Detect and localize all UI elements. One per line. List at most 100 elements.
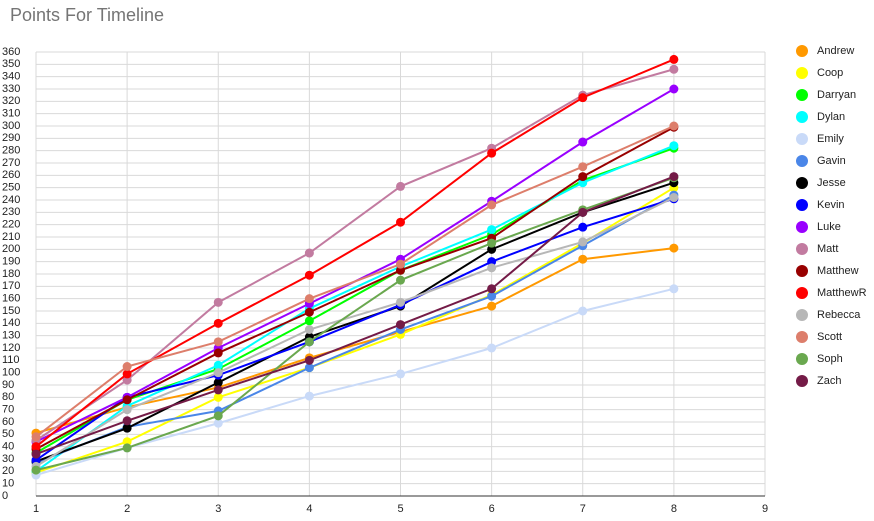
x-tick-label: 2 <box>124 503 130 515</box>
data-point <box>487 291 497 301</box>
legend-label: MatthewR <box>817 287 867 299</box>
legend-swatch <box>796 265 808 277</box>
legend-swatch <box>796 375 808 387</box>
data-point <box>304 307 314 317</box>
data-point <box>669 64 679 74</box>
y-tick-label: 150 <box>2 305 20 317</box>
data-point <box>669 243 679 253</box>
data-point <box>487 238 497 248</box>
data-point <box>669 121 679 131</box>
data-point <box>304 355 314 365</box>
data-point <box>487 257 497 267</box>
data-point <box>31 442 41 452</box>
data-point <box>122 395 132 405</box>
data-point <box>213 411 223 421</box>
y-tick-label: 30 <box>2 453 14 465</box>
data-point <box>31 449 41 459</box>
series-line <box>35 247 674 435</box>
legend-label: Zach <box>817 375 841 387</box>
series-line <box>35 144 675 473</box>
y-tick-label: 60 <box>2 416 14 428</box>
data-point <box>396 297 405 307</box>
legend-label: Emily <box>817 133 844 145</box>
legend-swatch <box>796 111 808 123</box>
data-point <box>669 284 679 294</box>
legend-label: Kevin <box>817 199 845 211</box>
data-point <box>31 432 41 442</box>
legend-label: Darryan <box>817 89 856 101</box>
legend-swatch <box>796 177 808 189</box>
series <box>31 54 679 452</box>
series-line <box>35 181 675 463</box>
y-tick-label: 340 <box>2 71 20 83</box>
legend-swatch <box>796 133 808 145</box>
data-point <box>213 385 223 395</box>
legend-swatch <box>796 89 808 101</box>
data-point <box>669 84 679 94</box>
data-point <box>578 93 588 103</box>
data-point <box>122 437 132 447</box>
legend-label: Coop <box>817 67 843 79</box>
y-tick-label: 320 <box>2 95 20 107</box>
legend-swatch <box>796 45 808 57</box>
data-point <box>304 325 314 334</box>
x-tick-label: 7 <box>580 503 586 515</box>
x-tick-label: 8 <box>671 503 677 515</box>
x-tick-label: 9 <box>762 503 768 515</box>
data-point <box>487 284 497 294</box>
y-tick-label: 240 <box>2 194 20 206</box>
legend-label: Dylan <box>817 111 845 123</box>
data-point <box>669 54 679 64</box>
data-point <box>122 443 132 453</box>
series <box>31 64 679 445</box>
y-tick-label: 0 <box>2 490 8 502</box>
data-point <box>578 137 588 147</box>
y-tick-label: 170 <box>2 280 20 292</box>
data-point <box>578 254 588 264</box>
legend-label: Matt <box>817 243 838 255</box>
series-line <box>35 176 675 472</box>
series-line <box>35 68 675 442</box>
data-point <box>487 148 497 158</box>
x-tick-label: 3 <box>215 503 221 515</box>
data-point <box>31 465 41 475</box>
y-tick-label: 80 <box>2 391 14 403</box>
data-point <box>213 378 223 388</box>
series-line <box>35 196 675 468</box>
data-point <box>396 259 405 269</box>
y-tick-label: 20 <box>2 465 14 477</box>
series-line <box>35 186 675 474</box>
y-tick-label: 160 <box>2 293 20 305</box>
y-tick-label: 140 <box>2 317 20 329</box>
legend-swatch <box>796 155 808 167</box>
data-point <box>122 416 132 426</box>
legend-swatch <box>796 287 808 299</box>
legend-label: Gavin <box>817 155 846 167</box>
data-point <box>122 423 132 433</box>
series-line <box>35 175 675 456</box>
legend-label: Luke <box>817 221 841 233</box>
legend-label: Matthew <box>817 265 859 277</box>
data-point <box>213 297 223 307</box>
x-tick-label: 1 <box>33 503 39 515</box>
data-point <box>578 172 588 182</box>
series <box>31 172 679 459</box>
legend-label: Jesse <box>817 177 846 189</box>
y-tick-label: 190 <box>2 256 20 268</box>
legend-label: Soph <box>817 353 843 365</box>
series-line <box>35 197 675 462</box>
y-tick-label: 330 <box>2 83 20 95</box>
series-line <box>35 287 675 476</box>
chart-title: Points For Timeline <box>10 5 164 25</box>
data-point <box>122 362 132 371</box>
data-point <box>213 337 223 347</box>
series-line <box>35 194 675 464</box>
y-tick-label: 220 <box>2 219 20 231</box>
y-tick-label: 100 <box>2 367 20 379</box>
y-tick-label: 70 <box>2 404 14 416</box>
data-point <box>304 270 314 280</box>
data-point <box>122 405 132 415</box>
data-point <box>304 316 314 326</box>
x-tick-label: 6 <box>489 503 495 515</box>
